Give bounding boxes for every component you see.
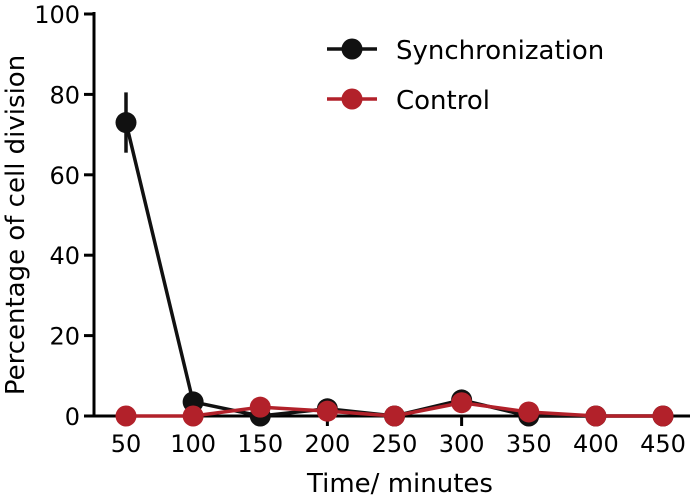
x-tick-label: 100 <box>170 430 216 458</box>
x-tick-label: 150 <box>237 430 283 458</box>
legend-label-synchronization: Synchronization <box>396 36 604 66</box>
y-tick-label: 80 <box>49 81 80 109</box>
legend-marker-synchronization <box>341 38 363 60</box>
series-control <box>115 392 674 427</box>
series-synchronization <box>115 92 674 427</box>
y-tick-label: 60 <box>49 162 80 190</box>
data-point <box>585 405 607 427</box>
y-tick-label: 20 <box>49 323 80 351</box>
series-layer <box>115 92 674 427</box>
data-point <box>518 401 540 423</box>
x-tick-label: 250 <box>372 430 418 458</box>
data-point <box>249 396 271 418</box>
data-point <box>115 405 137 427</box>
legend-item-synchronization: Synchronization <box>327 36 604 66</box>
x-tick-label: 400 <box>573 430 619 458</box>
legend: Synchronization Control <box>327 36 604 116</box>
y-axis-title: Percentage of cell division <box>1 55 31 395</box>
x-axis-title: Time/ minutes <box>306 469 493 499</box>
data-point <box>115 112 137 134</box>
legend-label-control: Control <box>396 86 490 116</box>
data-point <box>451 392 473 414</box>
data-point <box>316 400 338 422</box>
x-tick-label: 450 <box>640 430 686 458</box>
legend-item-control: Control <box>327 86 490 116</box>
data-point <box>652 405 674 427</box>
x-tick-label: 200 <box>304 430 350 458</box>
legend-marker-control <box>341 88 363 110</box>
x-tick-label: 350 <box>506 430 552 458</box>
y-axis-ticks: 0 20 40 60 80 100 <box>34 1 94 431</box>
y-tick-label: 0 <box>65 403 80 431</box>
y-tick-label: 40 <box>49 242 80 270</box>
data-point <box>182 405 204 427</box>
x-tick-label: 50 <box>111 430 142 458</box>
x-tick-label: 300 <box>439 430 485 458</box>
series-line-synchronization <box>124 122 663 418</box>
y-tick-label: 100 <box>34 1 80 29</box>
data-point <box>384 405 405 427</box>
